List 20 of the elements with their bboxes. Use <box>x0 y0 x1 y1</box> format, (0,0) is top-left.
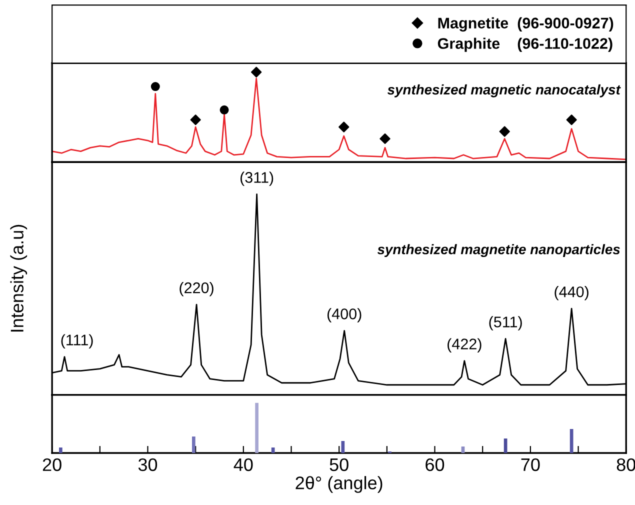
x-tick-label: 20 <box>42 458 62 472</box>
annotation: (220) <box>180 282 214 296</box>
annotation: (111) <box>61 334 93 348</box>
legend-label: Magnetite (96-900-0927) <box>438 17 614 32</box>
x-tick-label: 40 <box>234 458 253 472</box>
x-tick-label: 80 <box>616 458 635 472</box>
annotation: (400) <box>327 308 362 322</box>
annotation: (422) <box>448 338 482 352</box>
x-tick-label: 60 <box>426 458 444 472</box>
annotation: (440) <box>554 286 588 300</box>
x-axis-title: 2θ° (angle) <box>296 476 382 493</box>
legend-label: Graphite (96-110-1022) <box>438 38 612 52</box>
annotation: (311) <box>240 172 274 186</box>
x-tick-label: 30 <box>138 458 158 472</box>
annotation: (511) <box>489 316 522 330</box>
x-tick-label: 50 <box>330 458 348 472</box>
annotation: synthesized magnetite nanoparticles <box>377 244 620 258</box>
annotation: synthesized magnetic nanocatalyst <box>387 84 621 98</box>
y-axis-title: Intensity (a.u) <box>10 224 28 332</box>
x-tick-label: 70 <box>521 458 540 472</box>
